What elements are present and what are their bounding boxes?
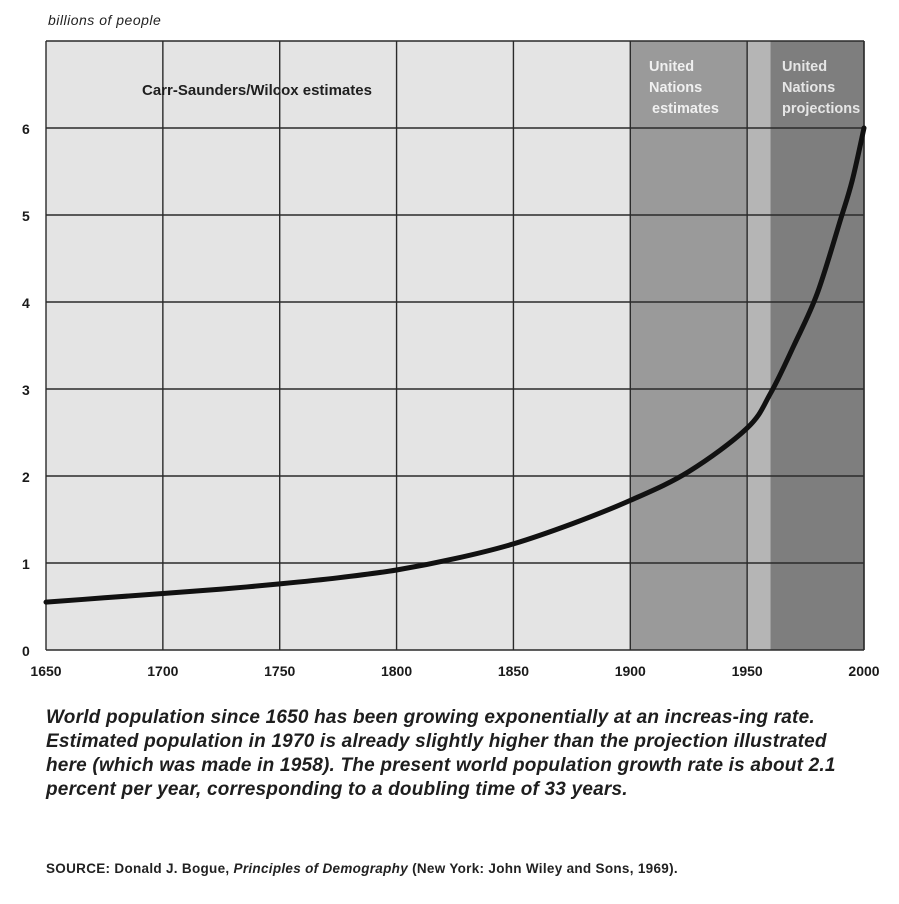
region-label-un-projections-line-2: projections bbox=[782, 101, 860, 117]
population-chart: Carr-Saunders/Wilcox estimates United Nati… bbox=[22, 40, 880, 679]
y-tick-label-2: 2 bbox=[22, 469, 30, 485]
figure-caption: World population since 1650 has been gro… bbox=[46, 707, 836, 800]
source-book-title: Principles of Demography bbox=[233, 861, 409, 876]
region-gap bbox=[747, 41, 771, 650]
y-tick-label-1: 1 bbox=[22, 556, 30, 572]
region-label-un-estimates-line-1: Nations bbox=[649, 80, 702, 96]
x-tick-label-1700: 1700 bbox=[147, 663, 178, 679]
figure-source: SOURCE: Donald J. Bogue, Principles of D… bbox=[46, 860, 872, 878]
y-tick-label-3: 3 bbox=[22, 382, 30, 398]
region-2 bbox=[770, 41, 864, 650]
region-label-un-estimates-line-2: estimates bbox=[652, 101, 719, 117]
chart-series bbox=[43, 125, 867, 605]
x-tick-label-1750: 1750 bbox=[264, 663, 295, 679]
y-tick-label-4: 4 bbox=[22, 295, 30, 311]
chart-regions bbox=[46, 41, 864, 650]
x-tick-label-2000: 2000 bbox=[848, 663, 879, 679]
x-tick-label-1900: 1900 bbox=[615, 663, 646, 679]
region-label-carr-saunders: Carr-Saunders/Wilcox estimates bbox=[142, 82, 372, 99]
chart-grid bbox=[45, 40, 865, 651]
x-tick-label-1850: 1850 bbox=[498, 663, 529, 679]
population-line bbox=[43, 125, 867, 605]
x-tick-label-1650: 1650 bbox=[30, 663, 61, 679]
region-1 bbox=[630, 41, 748, 650]
y-axis-label: billions of people bbox=[48, 12, 162, 28]
region-label-un-projections-line-0: United bbox=[782, 59, 827, 75]
y-tick-label-6: 6 bbox=[22, 121, 30, 137]
source-suffix: (New York: John Wiley and Sons, 1969). bbox=[408, 861, 678, 876]
region-label-un-estimates-line-0: United bbox=[649, 59, 694, 75]
region-0 bbox=[46, 41, 631, 650]
x-tick-label-1800: 1800 bbox=[381, 663, 412, 679]
y-tick-label-0: 0 bbox=[22, 643, 30, 659]
region-labels: Carr-Saunders/Wilcox estimates United Nati… bbox=[142, 59, 860, 117]
axis-ticks: 0 1 2 3 4 5 6 1650 1700 1750 1800 1850 1900 1950 2000 bbox=[22, 121, 880, 679]
source-prefix: SOURCE: Donald J. Bogue, bbox=[46, 861, 234, 876]
y-tick-label-5: 5 bbox=[22, 208, 30, 224]
region-label-un-projections-line-1: Nations bbox=[782, 80, 835, 96]
x-tick-label-1950: 1950 bbox=[732, 663, 763, 679]
